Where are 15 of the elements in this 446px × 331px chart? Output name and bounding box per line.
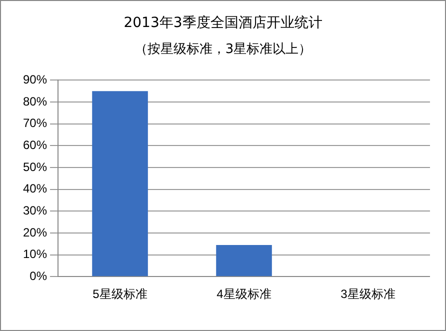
y-tick-label: 20% (22, 225, 48, 240)
y-tick-label: 70% (22, 116, 48, 130)
y-tick-label: 0% (30, 268, 48, 283)
x-tick-label: 5星级标准 (92, 287, 148, 302)
y-tick-label: 40% (22, 182, 48, 196)
x-tick-label: 4星级标准 (216, 287, 272, 302)
y-tick-label: 60% (22, 138, 48, 152)
y-tick-label: 50% (22, 160, 48, 174)
chart-title: 2013年3季度全国酒店开业统计 (122, 14, 324, 32)
chart-subtitle: （按星级标准，3星标准以上） (133, 41, 313, 58)
y-tick-label: 90% (22, 72, 48, 87)
y-tick-label: 30% (22, 203, 48, 218)
y-tick-label: 80% (22, 94, 48, 108)
y-tick-label: 10% (22, 247, 48, 262)
x-tick-label: 3星级标准 (340, 287, 396, 302)
